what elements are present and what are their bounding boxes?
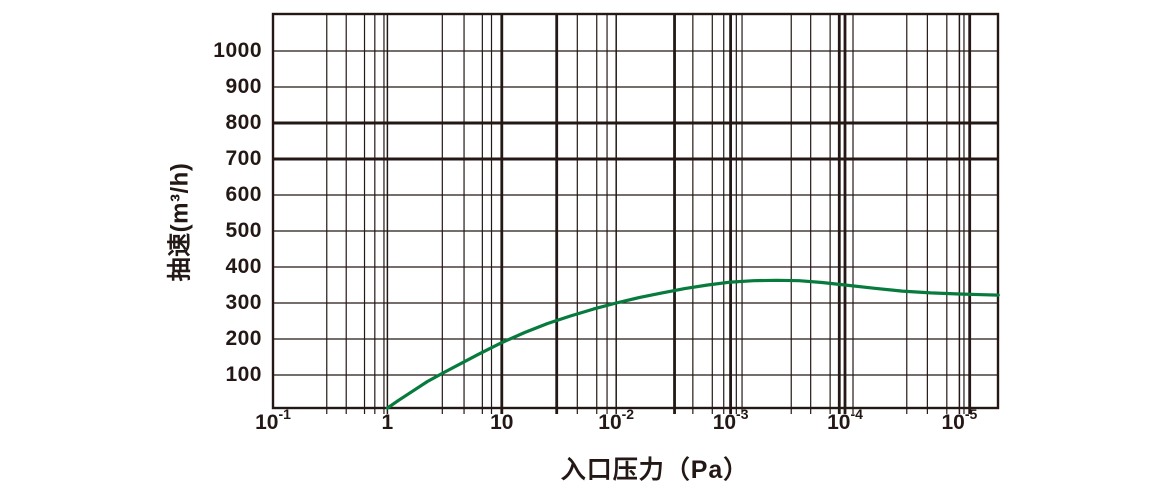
- y-tick-label-900: 900: [225, 75, 262, 98]
- x-tick-label-0: 10-1: [255, 407, 291, 435]
- x-tick-label-5: 10-4: [827, 407, 863, 435]
- speed-curve: [385, 278, 1000, 410]
- y-tick-label-300: 300: [225, 291, 262, 314]
- x-tick-exponent: -1: [278, 406, 291, 422]
- y-tick-label-800: 800: [225, 111, 262, 134]
- x-tick-exponent: -4: [850, 406, 863, 422]
- y-tick-label-100: 100: [225, 363, 262, 386]
- x-tick-label-3: 10-2: [598, 407, 634, 435]
- x-tick-exponent: -3: [736, 406, 749, 422]
- x-tick-base: 10: [941, 411, 965, 434]
- y-tick-label-400: 400: [225, 255, 262, 278]
- y-tick-label-600: 600: [225, 183, 262, 206]
- y-axis-title: 抽速(m³/h): [166, 162, 194, 282]
- x-tick-label-2: 10: [490, 411, 513, 435]
- x-tick-base: 10: [827, 411, 851, 434]
- x-tick-base: 1: [381, 411, 394, 434]
- y-tick-label-200: 200: [225, 327, 262, 350]
- x-tick-base: 10: [598, 411, 622, 434]
- y-tick-label-500: 500: [225, 219, 262, 242]
- x-tick-base: 10: [490, 411, 514, 434]
- plot-border: [271, 12, 1000, 410]
- y-tick-label-700: 700: [225, 147, 262, 170]
- x-tick-exponent: -2: [621, 406, 635, 422]
- x-axis-title: 入口压力（Pa）: [560, 456, 750, 484]
- x-tick-exponent: -5: [964, 406, 978, 422]
- x-tick-label-4: 10-3: [712, 407, 749, 435]
- x-tick-base: 10: [712, 411, 737, 434]
- x-tick-label-1: 1: [382, 411, 394, 435]
- x-tick-label-6: 10-5: [941, 407, 977, 435]
- y-tick-label-1000: 1000: [213, 39, 262, 62]
- x-tick-base: 10: [255, 411, 279, 434]
